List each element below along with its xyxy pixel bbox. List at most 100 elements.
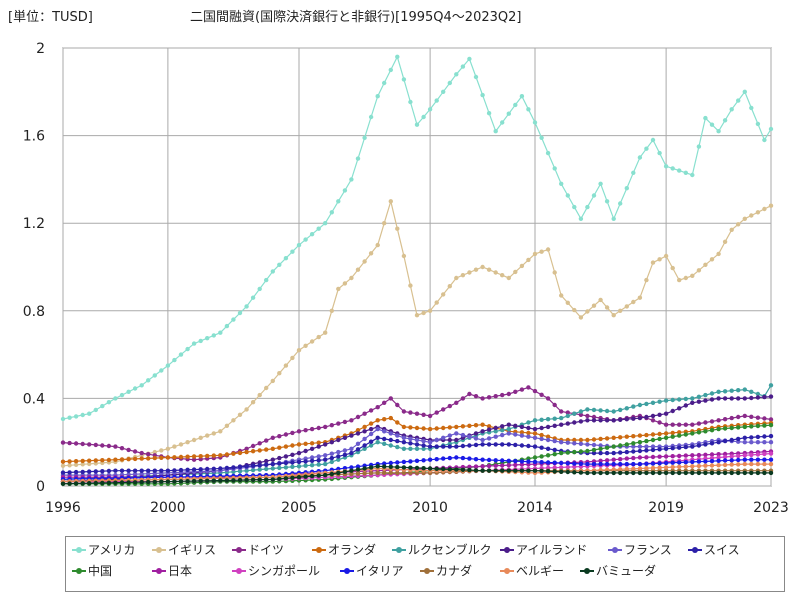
data-point [631,441,636,446]
data-point [323,424,328,430]
legend-marker [500,546,514,554]
data-point [421,310,426,316]
data-point [67,470,72,475]
data-point [650,461,656,466]
data-point [323,457,328,462]
data-point [526,459,531,464]
data-point [591,450,597,456]
data-point [624,186,629,191]
data-point [565,410,570,415]
data-point [290,464,295,469]
data-point [519,443,525,448]
legend-item: ルクセンブルク [392,541,498,558]
data-point [637,295,643,300]
data-point [296,348,302,353]
data-point [146,378,151,383]
x-tick-label: 2005 [281,500,317,516]
data-point [539,445,544,450]
legend-label: ルクセンブルク [408,543,492,557]
data-point [703,398,708,403]
series-lines [60,54,774,486]
data-point [447,437,452,443]
data-point [591,303,597,308]
data-point [375,94,380,99]
legend-label: シンガポール [248,564,321,578]
data-point [408,459,413,464]
data-point [336,199,341,204]
y-tick-label: 2 [36,41,45,57]
data-point [336,437,341,443]
data-point [578,419,584,424]
legend-marker [232,546,246,554]
data-point [749,440,754,445]
data-point [611,216,616,221]
data-point [87,469,92,474]
data-point [191,454,197,459]
data-point [545,417,551,422]
data-point [303,343,308,348]
data-point [585,461,590,467]
data-point [545,460,551,465]
data-point [205,466,210,472]
data-point [316,473,321,478]
data-point [342,281,348,286]
data-point [644,401,649,407]
data-point [441,435,446,440]
legend-label: フランス [624,543,672,557]
data-point [303,448,308,454]
data-point [441,407,446,412]
data-point [113,396,118,401]
data-point [80,458,85,464]
data-point [87,458,92,463]
data-point [159,448,164,453]
data-point [703,262,708,267]
data-point [329,455,334,461]
data-point [532,251,538,257]
data-point [722,462,728,468]
data-point [316,458,321,463]
data-point [690,470,695,476]
data-point [729,107,734,112]
data-point [716,440,721,445]
data-point [205,453,210,459]
data-point [395,226,400,231]
data-point [60,459,66,464]
data-point [578,315,584,320]
data-point [716,396,721,401]
data-point [382,221,387,226]
data-point [73,414,79,419]
data-point [762,440,767,445]
data-point [277,371,282,376]
data-point [447,80,452,86]
data-point [421,114,426,120]
data-point [467,456,472,461]
data-point [677,430,682,435]
data-point [644,414,649,420]
data-point [762,137,767,143]
data-point [591,414,597,420]
data-point [650,454,656,460]
data-point [296,475,302,480]
data-point [572,437,577,443]
data-point [604,445,610,450]
data-point [722,426,728,431]
data-point [578,216,584,221]
data-point [480,437,485,443]
data-point [703,115,708,121]
data-point [152,468,157,473]
legend-marker [580,567,594,575]
data-point [237,412,243,417]
data-point [519,433,525,438]
data-point [677,460,682,465]
data-point [250,477,256,482]
data-point [336,454,341,459]
data-point [460,396,466,401]
data-point [172,455,177,460]
data-point [388,415,393,421]
data-point [683,470,688,476]
data-point [87,461,92,467]
data-point [427,107,433,112]
legend-marker [392,546,406,554]
data-point [611,457,616,462]
data-point [513,102,518,108]
